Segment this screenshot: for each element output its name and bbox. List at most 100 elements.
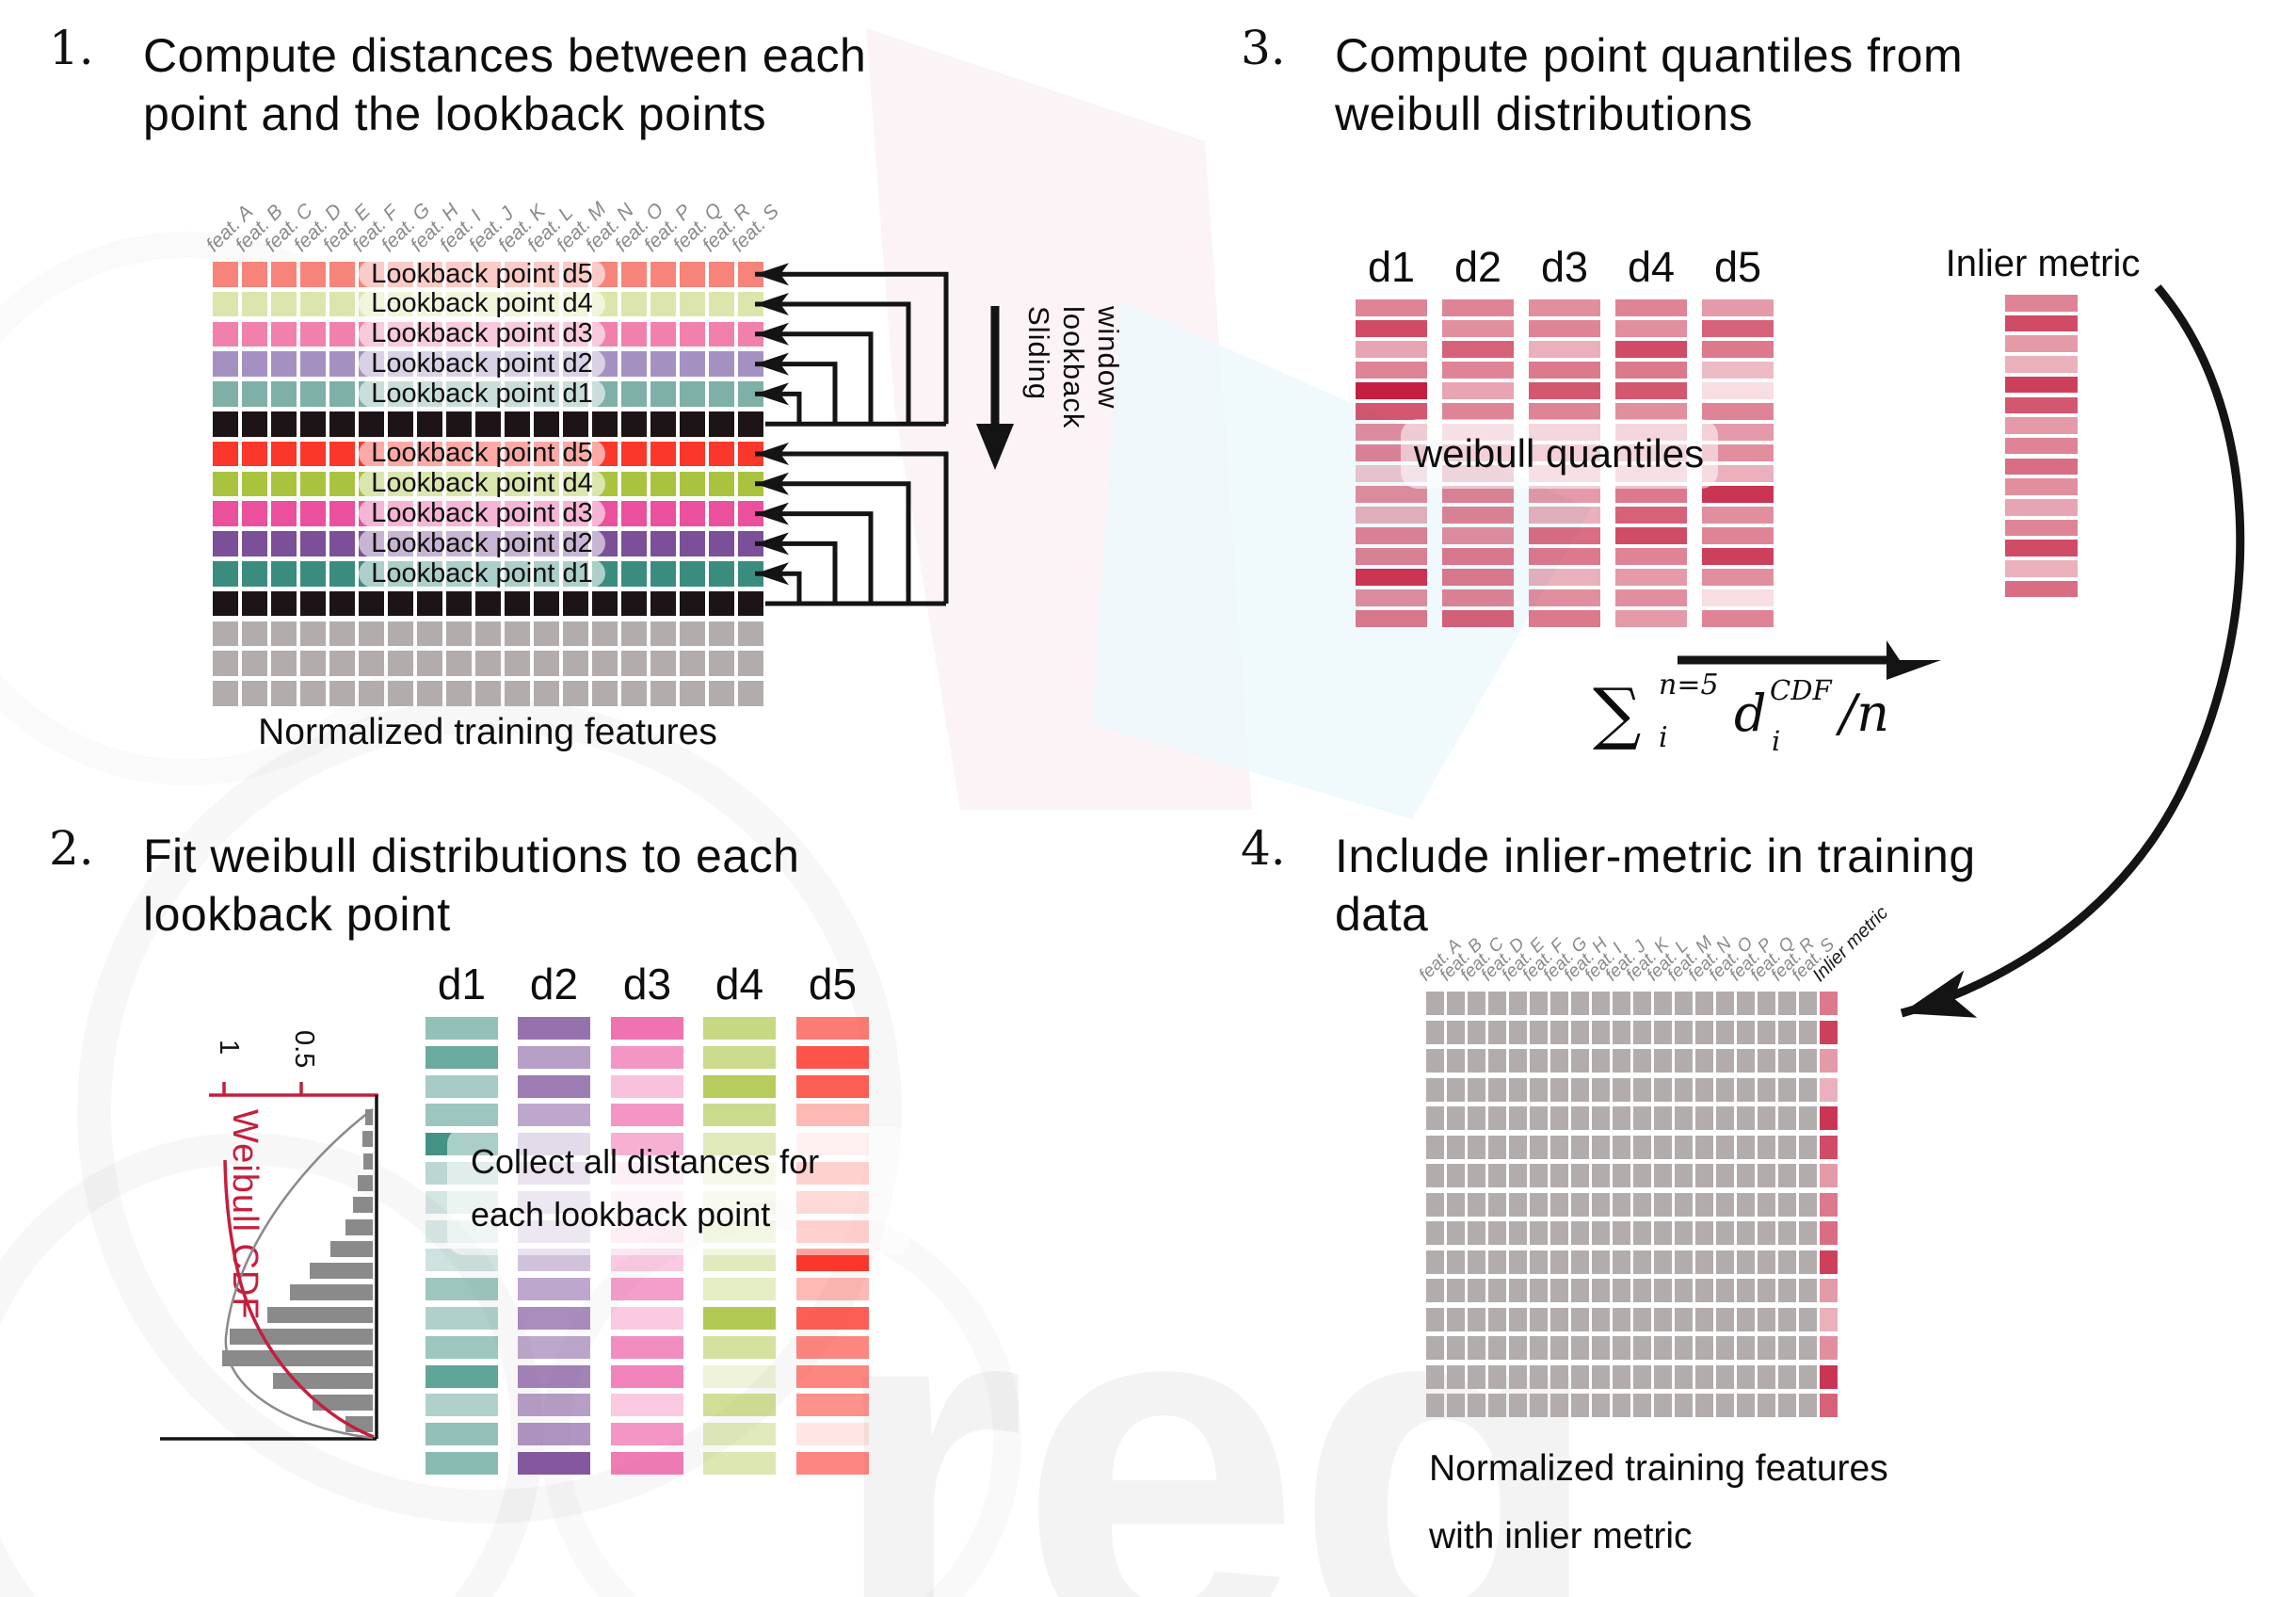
grid-cell [1778,1106,1796,1130]
grid-cell [1799,1250,1817,1274]
panel4-title: Include inlier-metric in training data [1335,827,1976,944]
grid-cell [1695,1336,1713,1360]
grid-cell [1695,1077,1713,1102]
panel4-title-line2: data [1335,888,1429,941]
grid-cell [1758,1364,1775,1389]
grid-cell [1571,1394,1589,1417]
grid-cell [1613,1049,1630,1073]
quantile-bar [1529,320,1600,337]
distance-bar [611,1104,683,1127]
grid-cell [388,621,413,647]
lookback-row-label: Lookback point d3 [359,498,605,528]
grid-cell [475,651,501,676]
grid-cell [1633,1336,1651,1360]
grid-cell [1571,1364,1589,1389]
grid-cell [1468,1307,1485,1331]
grid-cell [1613,1164,1630,1187]
grid-cell [1633,992,1651,1015]
grid-cell [1592,1020,1610,1044]
grid-cell [1509,1336,1527,1360]
grid-cell [1758,1020,1775,1044]
grid-cell [329,531,355,557]
grid-cell [1758,1049,1775,1073]
grid-cell [1778,1307,1796,1331]
grid-cell [475,681,501,706]
quantile-bar [1615,548,1687,565]
hist-bar [290,1284,373,1301]
quantile-bar [1702,569,1774,586]
grid-cell [329,590,355,617]
grid-cell [563,651,588,676]
grid-cell [213,471,238,497]
grid-cell [1695,1020,1713,1044]
quantile-bar [1442,341,1514,358]
grid-cell [1716,1020,1734,1044]
lookback-row-label: Lookback point d5 [359,259,605,289]
grid-cell [1509,1192,1527,1217]
grid-cell [1778,1279,1796,1302]
grid-cell [1799,1279,1817,1302]
grid-cell [1488,1307,1506,1331]
inlier-cell [1820,1221,1838,1245]
grid-cell [738,681,763,706]
lookback-row-label: Lookback point d3 [359,318,605,348]
grid-cell [1426,992,1444,1015]
lookback-arrow [755,322,874,425]
quantile-bar [1702,403,1774,420]
grid-cell [1716,1221,1734,1245]
grid-cell [1488,1106,1506,1130]
panel3-title-line1: Compute point quantiles from [1335,29,1964,82]
grid-cell [1778,1364,1796,1389]
distance-bar [796,1394,869,1417]
grid-cell [1695,1106,1713,1130]
grid-cell [592,651,618,676]
grid-cell [300,321,326,347]
grid-cell [1571,1106,1589,1130]
grid-cell [1695,1279,1713,1302]
grid-cell [329,381,355,407]
grid-cell [329,441,355,467]
quantile-bar [1356,486,1427,503]
quantile-bar [1529,507,1600,524]
grid-cell [738,561,763,587]
panel2-overlay-text: Collect all distances for each lookback … [471,1136,819,1241]
distance-bar [611,1364,683,1388]
grid-cell [1530,1250,1548,1274]
grid-cell [738,381,763,407]
grid-cell [1592,1279,1610,1302]
grid-cell [1654,1364,1672,1389]
grid-cell [738,411,763,437]
distance-bar [518,1394,590,1417]
grid-cell [1592,1135,1610,1159]
distance-bar [703,1423,776,1446]
sliding-window-word: Sliding [1022,306,1055,401]
distance-bar [518,1307,590,1330]
grid-cell [271,411,297,437]
quantile-bar [1529,299,1600,316]
grid-cell [1695,1307,1713,1331]
lookback-row-label: Lookback point d1 [359,558,605,589]
quantile-bar [1702,299,1774,316]
quantile-bar [1702,362,1774,379]
grid-cell [1716,1106,1734,1130]
quantile-bar [1356,362,1427,379]
grid-cell [1654,1307,1672,1331]
inlier-bar [2005,458,2078,476]
grid-cell [738,471,763,497]
grid-cell [1550,1020,1568,1044]
grid-cell [359,651,384,676]
quantile-bar [1356,527,1427,544]
inlier-bar [2005,335,2078,352]
quantile-bar [1356,589,1427,606]
grid-cell [417,621,442,647]
quantile-bar [1529,589,1600,606]
column-header-d3: d3 [1540,243,1589,291]
distance-bar [611,1045,683,1069]
hist-bar [363,1153,373,1170]
grid-cell [563,681,588,706]
grid-cell [1716,1250,1734,1274]
inlier-bar [2005,437,2078,455]
grid-cell [271,441,297,467]
grid-cell [300,262,326,287]
grid-cell [242,501,267,526]
